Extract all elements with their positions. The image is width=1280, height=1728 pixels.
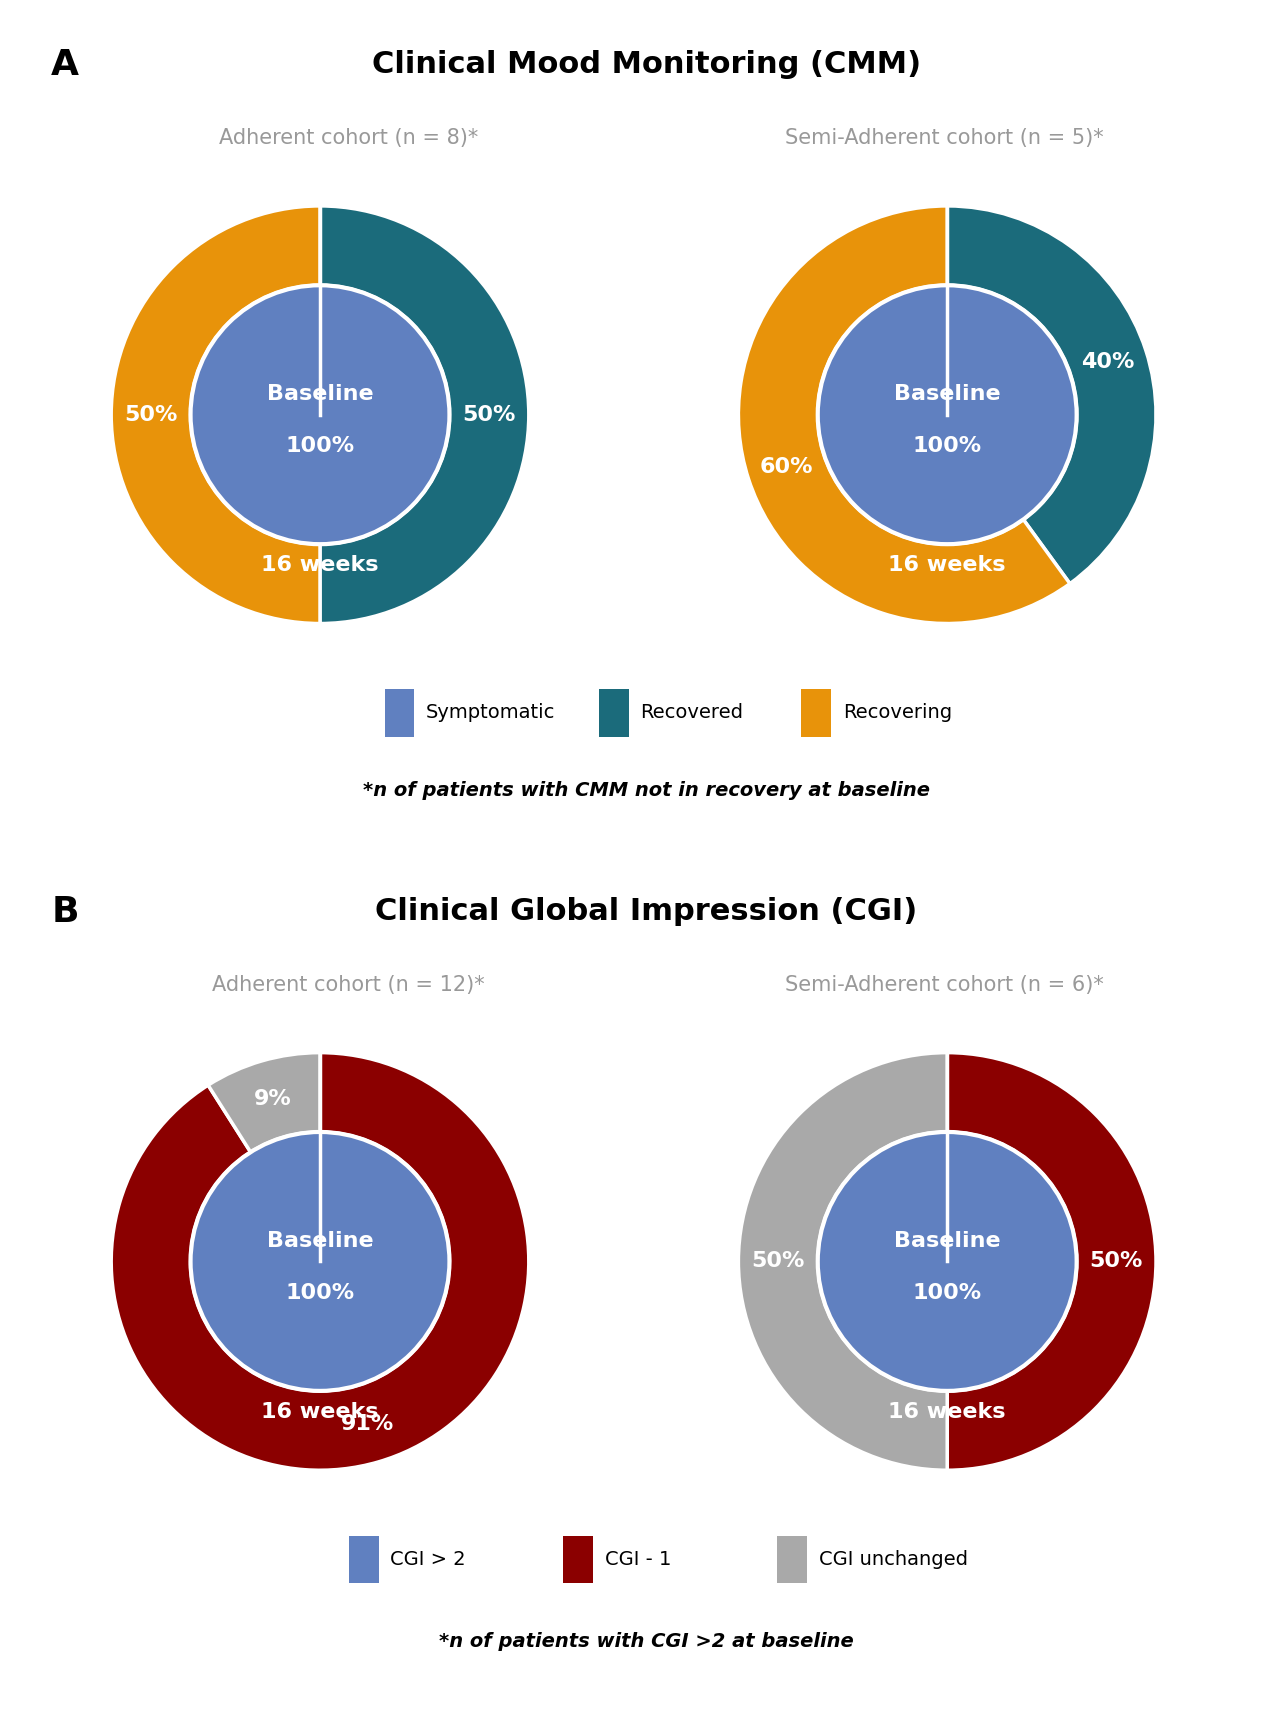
Wedge shape <box>947 1052 1156 1471</box>
Circle shape <box>818 1132 1076 1391</box>
Text: 60%: 60% <box>759 456 813 477</box>
Text: CGI - 1: CGI - 1 <box>604 1550 671 1569</box>
Circle shape <box>191 285 449 544</box>
Bar <box>384 689 415 736</box>
Text: Symptomatic: Symptomatic <box>426 703 556 722</box>
Text: 9%: 9% <box>253 1089 292 1109</box>
Text: Clinical Mood Monitoring (CMM): Clinical Mood Monitoring (CMM) <box>371 50 922 79</box>
Wedge shape <box>209 1052 320 1153</box>
Bar <box>563 1536 593 1583</box>
Text: Clinical Global Impression (CGI): Clinical Global Impression (CGI) <box>375 897 918 926</box>
Text: *n of patients with CMM not in recovery at baseline: *n of patients with CMM not in recovery … <box>364 781 929 800</box>
Bar <box>801 689 831 736</box>
Text: 100%: 100% <box>913 1282 982 1303</box>
Circle shape <box>191 1132 449 1391</box>
Text: 50%: 50% <box>124 404 178 425</box>
Text: 50%: 50% <box>751 1251 805 1272</box>
Text: Adherent cohort (n = 8)*: Adherent cohort (n = 8)* <box>219 128 479 149</box>
Text: B: B <box>51 895 78 928</box>
Text: 16 weeks: 16 weeks <box>261 1401 379 1422</box>
Text: CGI > 2: CGI > 2 <box>390 1550 466 1569</box>
Text: Baseline: Baseline <box>266 384 374 404</box>
Text: 100%: 100% <box>913 435 982 456</box>
Text: Recovered: Recovered <box>640 703 744 722</box>
Wedge shape <box>739 1052 947 1471</box>
Text: 16 weeks: 16 weeks <box>888 555 1006 575</box>
Text: 100%: 100% <box>285 1282 355 1303</box>
Text: Adherent cohort (n = 12)*: Adherent cohort (n = 12)* <box>212 975 485 995</box>
Text: 50%: 50% <box>462 404 516 425</box>
Text: 16 weeks: 16 weeks <box>888 1401 1006 1422</box>
Text: *n of patients with CGI >2 at baseline: *n of patients with CGI >2 at baseline <box>439 1633 854 1650</box>
Text: Baseline: Baseline <box>893 1230 1001 1251</box>
Text: CGI unchanged: CGI unchanged <box>819 1550 968 1569</box>
Text: 91%: 91% <box>340 1414 394 1434</box>
Wedge shape <box>320 206 529 624</box>
Text: Baseline: Baseline <box>893 384 1001 404</box>
Text: 16 weeks: 16 weeks <box>261 555 379 575</box>
Text: 100%: 100% <box>285 435 355 456</box>
Text: 50%: 50% <box>1089 1251 1143 1272</box>
Text: 40%: 40% <box>1082 353 1135 373</box>
Wedge shape <box>111 206 320 624</box>
Text: A: A <box>51 48 79 81</box>
Bar <box>348 1536 379 1583</box>
Text: Semi-Adherent cohort (n = 6)*: Semi-Adherent cohort (n = 6)* <box>785 975 1103 995</box>
Text: Baseline: Baseline <box>266 1230 374 1251</box>
Wedge shape <box>111 1052 529 1471</box>
Bar <box>599 689 628 736</box>
Wedge shape <box>739 206 1070 624</box>
Bar <box>777 1536 808 1583</box>
Wedge shape <box>947 206 1156 584</box>
Circle shape <box>818 285 1076 544</box>
Text: Semi-Adherent cohort (n = 5)*: Semi-Adherent cohort (n = 5)* <box>785 128 1103 149</box>
Text: Recovering: Recovering <box>842 703 952 722</box>
